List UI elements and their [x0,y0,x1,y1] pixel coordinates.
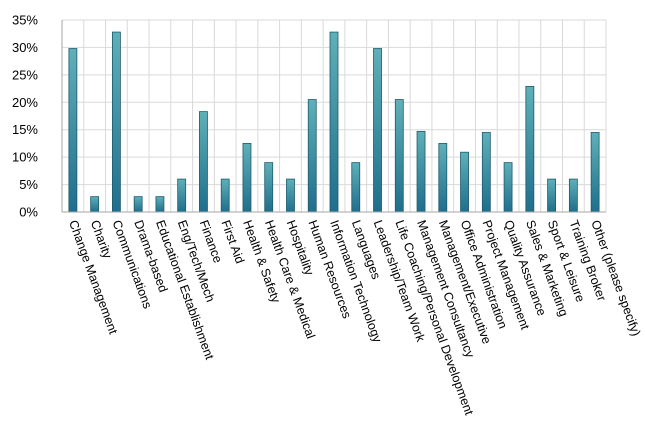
bar [525,85,535,213]
bar [242,143,252,213]
x-tick-labels: Change ManagementCharityCommunicationsDr… [66,218,643,417]
bar [568,178,578,213]
y-tick-label: 35% [12,13,38,28]
bar [112,31,121,213]
bar [590,132,600,213]
bar [460,151,469,213]
bar [481,132,491,213]
axes [61,20,606,213]
y-tick-label: 10% [12,150,38,165]
y-tick-label: 15% [12,122,38,137]
y-tick-labels: 0% 5% 10% 15% 20% 25% 30% 35% [12,13,38,220]
bar [416,130,426,213]
bar [438,143,448,213]
bar [199,111,208,213]
bar [351,162,361,213]
bar [90,196,100,213]
bar [286,178,295,213]
y-tick-label: 5% [19,177,38,192]
bar [329,31,339,213]
y-tick-label: 0% [19,205,38,220]
bar [155,196,165,213]
y-tick-label: 25% [12,67,38,82]
bar [264,162,274,213]
bar [133,196,143,213]
bar [394,99,404,213]
bar [503,162,513,213]
bar [177,178,187,213]
y-tick-label: 30% [12,40,38,55]
bar [547,178,556,213]
bar [68,48,78,213]
bar [220,178,230,213]
bar [373,48,382,213]
bar [307,99,317,213]
y-tick-label: 20% [12,95,38,110]
